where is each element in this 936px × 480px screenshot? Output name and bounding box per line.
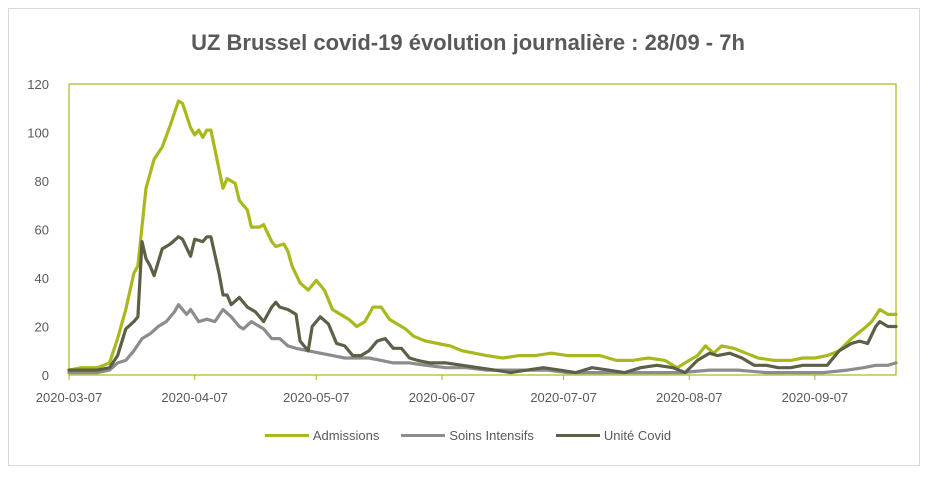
y-tick-label: 80	[35, 174, 49, 189]
y-tick-label: 20	[35, 320, 49, 335]
x-tick-label: 2020-09-07	[782, 390, 849, 405]
x-tick-label: 2020-05-07	[283, 390, 350, 405]
x-tick-label: 2020-08-07	[656, 390, 723, 405]
legend-label-admissions: Admissions	[312, 428, 380, 443]
legend-label-unite-covid: Unité Covid	[603, 428, 672, 443]
x-tick-label: 2020-06-07	[409, 390, 476, 405]
x-axis-ticks: 2020-03-07 2020-04-07 2020-05-07 2020-06-07…	[36, 375, 848, 405]
y-tick-label: 100	[27, 126, 49, 141]
y-tick-label: 0	[42, 368, 49, 383]
plot-area-border	[68, 83, 897, 376]
y-tick-label: 120	[27, 77, 49, 92]
series-line-unite-covid	[67, 235, 898, 375]
legend-item-soins-intensifs: Soins Intensifs	[401, 428, 534, 443]
legend-label-soins-intensifs: Soins Intensifs	[449, 428, 534, 443]
x-tick-label: 2020-03-07	[36, 390, 103, 405]
y-tick-label: 60	[35, 223, 49, 238]
series-lines	[67, 99, 898, 375]
legend-swatch-soins-intensifs	[401, 434, 446, 437]
chart-title: UZ Brussel covid-19 évolution journalièr…	[191, 30, 745, 55]
legend-swatch-admissions	[264, 434, 309, 437]
x-tick-label: 2020-04-07	[161, 390, 228, 405]
y-axis-ticks: 0 20 40 60 80 100 120	[27, 77, 49, 383]
series-line-admissions	[67, 99, 898, 372]
y-tick-label: 40	[35, 271, 49, 286]
legend-swatch-unite-covid	[555, 434, 600, 437]
legend: Admissions Soins Intensifs Unité Covid	[0, 428, 936, 443]
legend-item-unite-covid: Unité Covid	[555, 428, 672, 443]
series-line-soins-intensifs	[67, 303, 898, 375]
legend-item-admissions: Admissions	[264, 428, 380, 443]
x-tick-label: 2020-07-07	[530, 390, 597, 405]
